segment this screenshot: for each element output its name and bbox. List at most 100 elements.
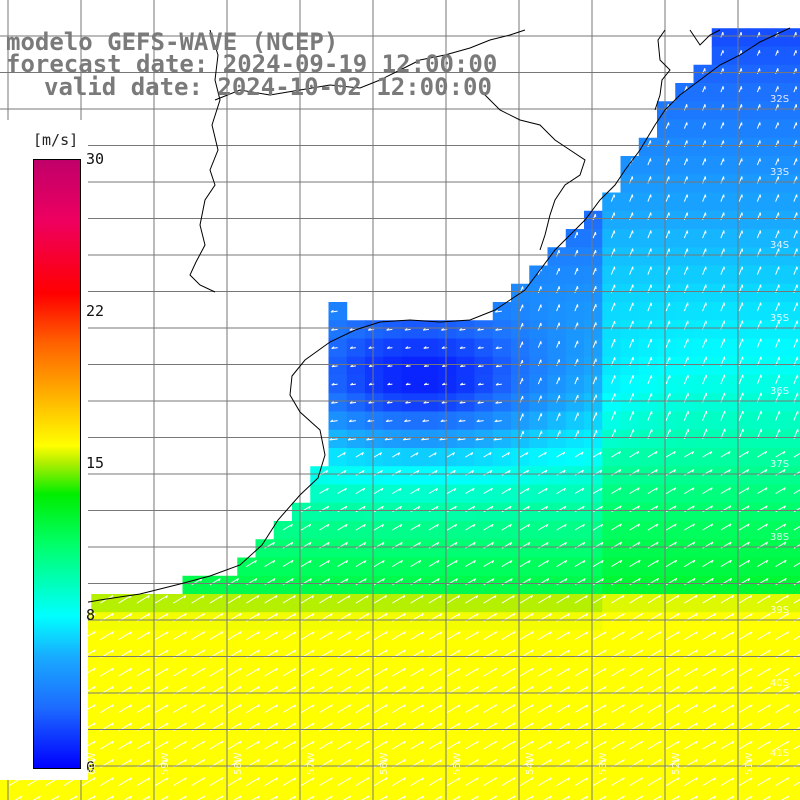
wind-arrow: [629, 411, 634, 421]
wind-arrow: [665, 410, 671, 421]
wind-arrow: [702, 523, 713, 531]
wind-arrow-head: [93, 686, 96, 690]
wind-arrow: [173, 777, 187, 787]
wind-arrow-head: [640, 740, 644, 745]
wind-arrow-head: [747, 578, 751, 582]
wind-arrow-head: [366, 759, 370, 763]
wind-cell: [602, 192, 621, 212]
wind-arrow-head: [385, 686, 388, 690]
wind-cell: [784, 283, 800, 303]
wind-cell: [711, 375, 731, 394]
wind-arrow-head: [441, 328, 445, 331]
wind-arrow: [647, 667, 662, 677]
wind-arrow-head: [512, 667, 516, 672]
wind-arrow-head: [417, 505, 421, 510]
wind-arrow-head: [510, 578, 513, 582]
wind-cell: [693, 356, 713, 376]
wind-arrow-head: [239, 740, 242, 745]
wind-cell: [748, 302, 767, 321]
wind-cell: [365, 393, 384, 412]
wind-arrow-head: [750, 759, 753, 763]
wind-arrow: [373, 487, 384, 495]
wind-arrow: [538, 704, 552, 714]
wind-arrow-head: [439, 595, 442, 599]
wind-arrow: [556, 631, 570, 641]
wind-cell: [474, 794, 494, 800]
wind-arrow-head: [275, 649, 279, 653]
wind-cell: [766, 229, 786, 248]
wind-arrow-head: [218, 578, 221, 582]
wind-arrow: [495, 401, 502, 404]
wind-arrow-head: [600, 523, 604, 528]
wind-arrow-head: [93, 777, 96, 781]
wind-arrow-head: [454, 524, 458, 528]
wind-cell: [748, 411, 767, 431]
wind-arrow: [428, 704, 443, 714]
wind-arrow: [337, 740, 351, 750]
wind-arrow-head: [416, 452, 419, 456]
wind-arrow-head: [93, 704, 96, 708]
wind-cell: [675, 247, 694, 266]
wind-cell: [219, 794, 238, 800]
wind-arrow-head: [638, 541, 641, 545]
wind-arrow-head: [549, 613, 552, 617]
wind-cell: [474, 411, 494, 431]
wind-cell: [419, 320, 439, 339]
wind-arrow-head: [439, 740, 443, 745]
wind-arrow-head: [220, 759, 224, 763]
wind-arrow-head: [458, 419, 462, 422]
wind-arrow-head: [93, 759, 96, 763]
wind-arrow-head: [567, 722, 571, 726]
wind-arrow-head: [348, 667, 352, 672]
wind-cell: [638, 265, 658, 285]
wind-cell: [675, 411, 694, 431]
wind-cell: [766, 174, 786, 193]
wind-arrow-head: [366, 631, 370, 635]
wind-cell: [657, 137, 676, 157]
wind-arrow-head: [494, 759, 498, 763]
lagoon-coast: [654, 29, 721, 111]
wind-arrow: [775, 631, 789, 641]
wind-arrow-head: [692, 559, 696, 564]
wind-arrow: [556, 667, 570, 677]
wind-cell: [91, 794, 110, 800]
wind-cell: [346, 393, 366, 412]
wind-arrow: [392, 469, 401, 476]
wind-arrow-head: [695, 759, 698, 763]
wind-arrow: [154, 704, 169, 714]
lat-label: 36S: [770, 386, 790, 397]
wind-arrow-head: [713, 613, 717, 617]
wind-cell: [675, 356, 694, 376]
wind-arrow: [373, 560, 385, 568]
wind-arrow-head: [361, 452, 364, 456]
wind-arrow-head: [459, 328, 463, 331]
wind-arrow-head: [273, 578, 276, 582]
wind-cell: [620, 174, 640, 193]
wind-arrow: [410, 777, 424, 787]
wind-arrow-head: [637, 505, 640, 509]
wind-arrow-head: [677, 649, 680, 653]
wind-arrow-head: [382, 542, 385, 546]
wind-arrow-head: [658, 704, 662, 708]
wind-arrow: [392, 595, 406, 604]
wind-cell: [766, 192, 786, 212]
wind-arrow: [373, 631, 388, 641]
wind-arrow-head: [640, 759, 644, 763]
wind-arrow: [428, 667, 443, 677]
wind-arrow-head: [385, 631, 388, 635]
wind-cell: [730, 375, 749, 394]
wind-arrow-head: [257, 631, 260, 635]
wind-arrow: [392, 487, 402, 495]
wind-arrow-head: [729, 578, 733, 582]
wind-cell: [748, 393, 767, 412]
wind-cell: [328, 356, 348, 376]
wind-cell: [602, 411, 621, 431]
wind-arrow-head: [658, 649, 662, 653]
wind-arrow-head: [421, 740, 425, 745]
wind-cell: [456, 338, 475, 358]
wind-cell: [602, 302, 621, 321]
wind-arrow-head: [604, 795, 607, 799]
wind-arrow-head: [453, 487, 457, 492]
wind-arrow-head: [750, 777, 753, 781]
wind-cell: [511, 411, 530, 431]
